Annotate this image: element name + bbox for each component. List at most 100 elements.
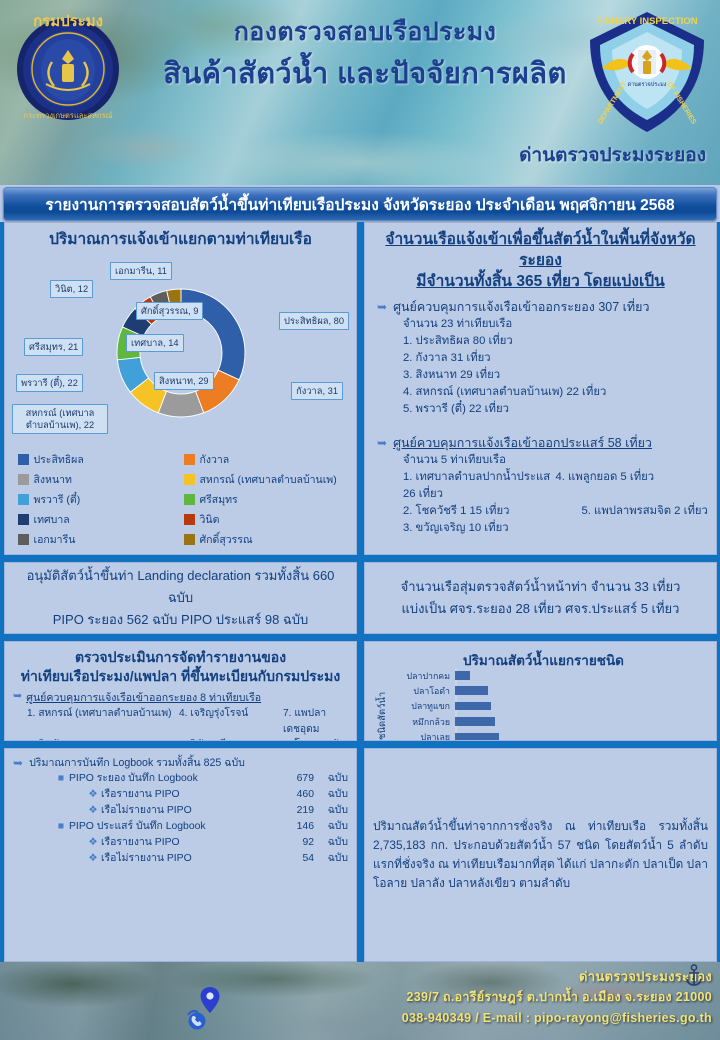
logbook-row-qty: 146 [296, 821, 314, 832]
donut-chart: ประสิทธิผล, 80 กังวาล, 31 สิงหนาท, 29 สห… [10, 252, 351, 447]
arrivals-items-two-column: 1. เทศบาลตำบลปากน้ำประแส 26 เที่ยว 4. แพ… [377, 469, 708, 537]
bar [455, 732, 500, 740]
bar-category-label: ปลาปากคม [406, 670, 450, 681]
diamond-bullet-icon: ❖ [88, 805, 98, 816]
panel-port-assessment: ตรวจประเมินการจัดทำรายงานของ ท่าเทียบเรื… [4, 641, 357, 741]
panel-vessel-arrivals: จำนวนเรือแจ้งเข้าเพื่อขึ้นสัตว์น้ำในพื้น… [364, 222, 717, 555]
bar-track [455, 699, 711, 714]
donut-svg [116, 288, 246, 418]
assessment-section1-heading-row: ➥ ศูนย์ควบคุมการแจ้งเรือเข้าออกระยอง 8 ท… [13, 689, 348, 706]
bar [455, 686, 489, 695]
svg-text:กระทรวงเกษตรและสหกรณ์: กระทรวงเกษตรและสหกรณ์ [24, 111, 113, 120]
logbook-heading-row: ➥ ปริมาณการบันทึก Logbook รวมทั้งสิ้น 82… [13, 755, 348, 771]
legend-label: สิงหนาท [33, 474, 72, 486]
legend-swatch [183, 534, 195, 545]
bar-track [455, 714, 711, 729]
logbook-row: ❖ เรือไม่รายงาน PIPO 54 ฉบับ [13, 851, 348, 867]
bar-chart-row: ปลาปากคม [393, 668, 711, 683]
svg-text:กรมประมง: กรมประมง [33, 13, 103, 30]
bar-chart-rows: ปลาปากคมปลาโอดำปลาทูแขกหมึกกล้วยปลาเลยปล… [393, 668, 711, 740]
logbook-heading: ปริมาณการบันทึก Logbook รวมทั้งสิ้น 825 … [29, 757, 245, 769]
legend-swatch [17, 454, 29, 465]
footer-contact-block: ด่านตรวจประมงระยอง 239/7 ถ.อารีย์ราษฎร์ … [402, 966, 712, 1029]
arrivals-item: 5. แพปลาพรสมจิต 2 เที่ยว [581, 505, 708, 517]
logbook-row: ❖ เรือรายงาน PIPO 92 ฉบับ [13, 835, 348, 851]
arrivals-group-heading-row: ➥ ศูนย์ควบคุมการแจ้งเรือเข้าออกประแสร์ 5… [377, 434, 708, 452]
assessment-section1-heading: ศูนย์ควบคุมการแจ้งเรือเข้าออกระยอง 8 ท่า… [26, 692, 262, 704]
arrivals-item: 5. พรวารี (ตี๋) 22 เที่ยว [403, 403, 509, 415]
bar-track [455, 730, 711, 740]
square-bullet-icon: ■ [57, 821, 65, 832]
legend-label: ศักดิ์สุวรรณ [199, 534, 253, 546]
donut-callout-ekmarine: เอกมารีน, 11 [110, 262, 172, 280]
bar-chart-row: ปลาทูแขก [393, 699, 711, 714]
assessment-title-line1: ตรวจประเมินการจัดทำรายงานของ [74, 649, 287, 665]
legend-swatch [183, 494, 195, 505]
page-header: กรมประมง กระทรวงเกษตรและสหกรณ์ FISHERY I… [0, 0, 720, 185]
logbook-row-qty: 460 [296, 789, 314, 800]
header-title-group: กองตรวจสอบเรือประมง สินค้าสัตว์น้ำ และปั… [120, 12, 610, 96]
species-bar-chart: ปริมาณสัตว์น้ำแยกรายชนิด ชนิดสัตว์น้ำ ปล… [373, 648, 714, 740]
panel-berth-arrivals-donut: ปริมาณการแจ้งเข้าแยกตามท่าเทียบเรือ ประส… [4, 222, 357, 555]
logbook-row-unit: ฉบับ [327, 789, 348, 800]
assessment-item: 7. แพปลาเดชอุดม [283, 708, 327, 735]
logbook-row: ■ PIPO ระยอง บันทึก Logbook 679 ฉบับ [13, 771, 348, 787]
catch-summary-text: ปริมาณสัตว์น้ำขึ้นท่าจากการชั่งจริง ณ ท่… [373, 819, 708, 890]
arrivals-item: 2. โชควัชรี 1 15 เที่ยว [403, 505, 510, 517]
bar-chart-row: หมึกกล้วย [393, 714, 711, 729]
bar-track [455, 668, 711, 683]
assessment-title-line2: ท่าเทียบเรือประมง/แพปลา ที่ขึ้นทะเบียนกั… [20, 668, 341, 684]
assessment-item: 1. สหกรณ์ (เทศบาลตำบลบ้านเพ) [27, 708, 172, 719]
bar-chart-ylabel: ชนิดสัตว์น้ำ [377, 691, 388, 740]
logbook-row-qty: 92 [302, 837, 314, 848]
legend-swatch [17, 514, 29, 525]
logbook-row: ■ PIPO ประแสร์ บันทึก Logbook 146 ฉบับ [13, 819, 348, 835]
donut-callout-singhanat: สิงหนาท, 29 [154, 372, 214, 390]
assessment-item: 5. วิชัยวารี [179, 737, 283, 740]
bar [455, 671, 471, 680]
logbook-row-unit: ฉบับ [327, 805, 348, 816]
bar-track [455, 683, 711, 698]
logbook-row-qty: 219 [296, 805, 314, 816]
legend-label: ประสิทธิผล [33, 454, 84, 466]
bar-chart-row: ปลาโอดำ [393, 683, 711, 698]
logbook-row-label: เรือรายงาน PIPO [101, 789, 180, 800]
donut-legend: ประสิทธิผล กังวาล สิงหนาท สหกรณ์ (เทศบาลตำบ… [17, 451, 344, 548]
arrivals-group-heading-row: ➥ ศูนย์ควบคุมการแจ้งเรือเข้าออกระยอง 307… [377, 298, 708, 316]
logbook-row: ❖ เรือรายงาน PIPO 460 ฉบับ [13, 787, 348, 803]
footer-org: ด่านตรวจประมงระยอง [579, 969, 712, 984]
logbook-row-qty: 54 [302, 853, 314, 864]
logbook-row-unit: ฉบับ [327, 821, 348, 832]
donut-callout-winit: วินิต, 12 [50, 280, 94, 298]
logbook-row-label: เรือไม่รายงาน PIPO [101, 805, 192, 816]
donut-callout-thetsaban: เทศบาล, 14 [126, 334, 184, 352]
legend-label: เอกมารีน [33, 534, 76, 546]
arrow-bullet-icon: ➥ [377, 436, 388, 450]
legend-item: เทศบาล [17, 511, 178, 528]
location-pin-icon [200, 987, 220, 1013]
logbook-row-label: PIPO ระยอง บันทึก Logbook [69, 773, 198, 784]
footer-address: 239/7 ถ.อารีย์ราษฎร์ ต.ปากน้ำ อ.เมือง จ.… [406, 990, 712, 1004]
donut-callout-prasitthiphon: ประสิทธิผล, 80 [278, 312, 349, 330]
legend-swatch [183, 514, 195, 525]
arrivals-item: 3. สิงหนาท 29 เที่ยว [403, 369, 501, 381]
diamond-bullet-icon: ❖ [88, 853, 98, 864]
arrivals-item: 2. กังวาล 31 เที่ยว [403, 352, 491, 364]
arrivals-item: 4. แพลูกยอด 5 เที่ยว [555, 471, 655, 483]
logbook-row-label: เรือรายงาน PIPO [101, 837, 180, 848]
arrivals-title-line2: มีจำนวนทั้งสิ้น 365 เที่ยว โดยแบ่งเป็น [416, 273, 665, 290]
report-title-text: รายงานการตรวจสอบสัตว์น้ำขึ้นท่าเทียบเรือ… [45, 196, 675, 214]
assessment-item: 2. สินชัยบุญ [27, 737, 179, 740]
bar-chart-title: ปริมาณสัตว์น้ำแยกรายชนิด [463, 653, 624, 668]
department-of-fisheries-seal-icon: กรมประมง กระทรวงเกษตรและสหกรณ์ [17, 13, 119, 120]
legend-item: ศรีสมุทร [183, 491, 344, 508]
legend-swatch [17, 474, 29, 485]
legend-label: พรวารี (ตี๋) [33, 494, 81, 506]
panel-logbook: ➥ ปริมาณการบันทึก Logbook รวมทั้งสิ้น 82… [4, 748, 357, 962]
bar-category-label: ปลาทูแขก [411, 701, 450, 712]
header-title-line2: สินค้าสัตว์น้ำ และปัจจัยการผลิต [163, 58, 567, 90]
logbook-row: ❖ เรือไม่รายงาน PIPO 219 ฉบับ [13, 803, 348, 819]
arrivals-item: 4. สหกรณ์ (เทศบาลตำบลบ้านเพ) 22 เที่ยว [403, 386, 607, 398]
panel-landing-declaration: อนุมัติสัตว์น้ำขึ้นท่า Landing declarati… [4, 562, 357, 634]
donut-callout-kangwan: กังวาล, 31 [291, 382, 343, 400]
